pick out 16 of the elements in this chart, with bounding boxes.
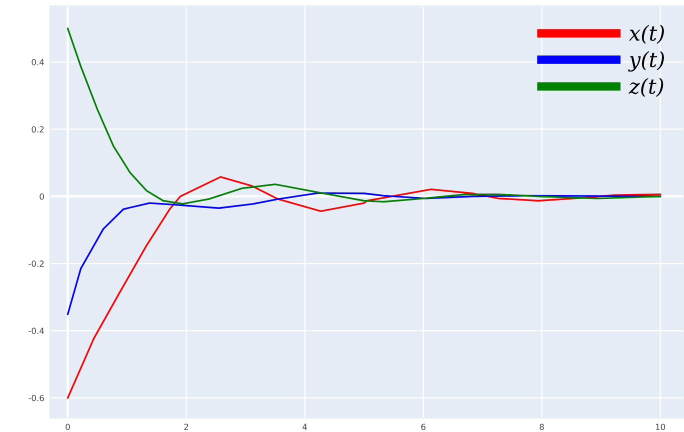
line-series	[66, 176, 662, 399]
y-tick-label: 0.2	[32, 126, 44, 133]
x-tick-label: 10	[656, 424, 666, 430]
x-tick-label: 8	[540, 424, 544, 430]
legend-label: y(t)	[628, 51, 664, 72]
x-tick-label: 4	[302, 424, 307, 430]
x-tick-label: 0	[66, 424, 70, 430]
x-tick-label: 2	[184, 424, 188, 430]
y-tick-label: 0	[40, 193, 44, 200]
legend-label: x(t)	[628, 24, 664, 44]
y-tick-label: -0.2	[28, 260, 44, 267]
legend-label: z(t)	[628, 78, 664, 97]
y-tick-label: 0.4	[32, 59, 44, 66]
x-tick-label: 6	[421, 424, 426, 430]
y-tick-label: -0.6	[28, 394, 44, 402]
y-tick-label: -0.4	[28, 328, 44, 334]
